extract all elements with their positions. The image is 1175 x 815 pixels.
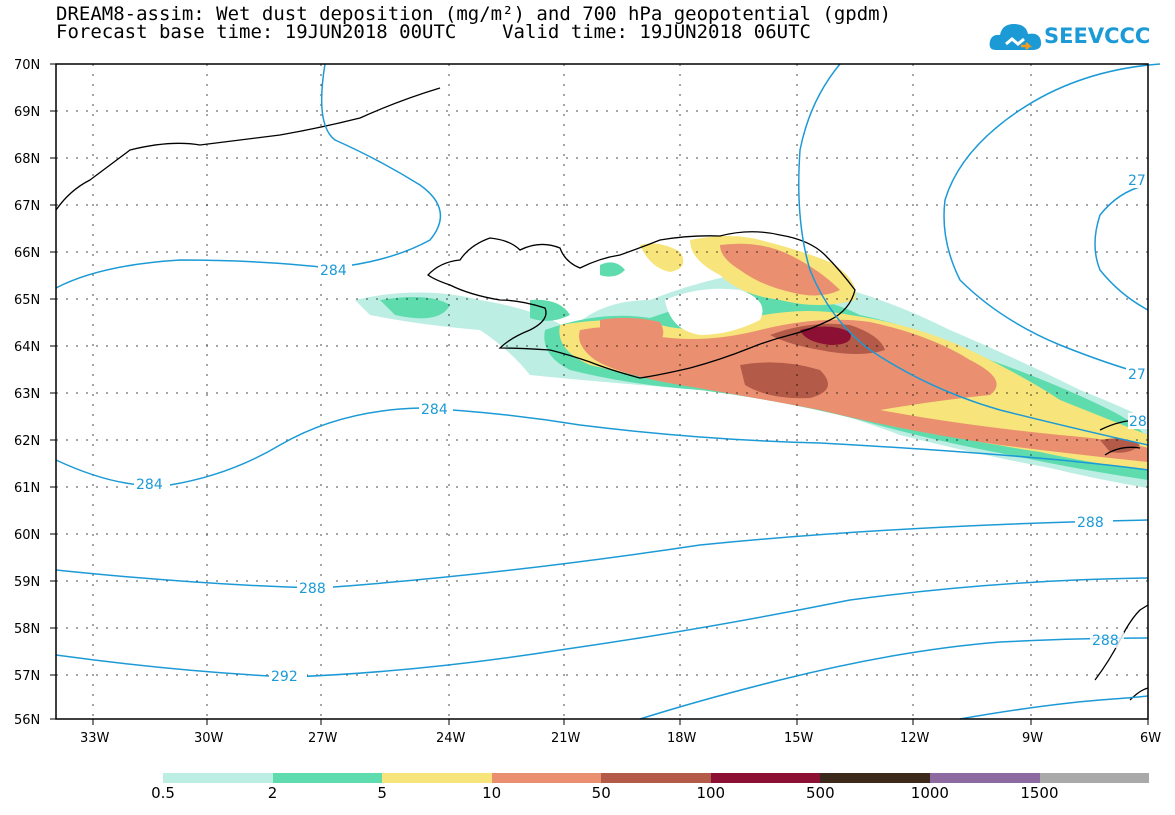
color-legend (163, 773, 1150, 783)
axis-ticks (50, 63, 1149, 725)
contour-label: 27 (1128, 367, 1146, 383)
legend-label: 0.5 (151, 784, 175, 802)
legend-label: 1500 (1020, 784, 1059, 802)
lon-label: 6W (1140, 731, 1161, 746)
graticule (56, 64, 1148, 719)
dust-deposition-field (355, 236, 1148, 488)
contour-label: 284 (136, 477, 163, 493)
lat-label: 64N (14, 340, 40, 355)
coastline (55, 87, 1149, 701)
lat-label: 58N (14, 622, 40, 637)
lon-label: 18W (667, 731, 697, 746)
legend-swatch (929, 773, 1040, 783)
legend-label: 500 (806, 784, 835, 802)
legend-label: 50 (591, 784, 611, 802)
lon-label: 33W (80, 731, 110, 746)
lon-label: 24W (436, 731, 466, 746)
logo-text: SEEVCCC (1044, 24, 1151, 48)
contour-label: 288 (299, 581, 326, 597)
lon-label: 15W (784, 731, 814, 746)
geopotential-contours (55, 63, 1161, 720)
cloud-icon (989, 24, 1042, 50)
contour-label: 288 (1077, 515, 1104, 531)
longitude-labels: 33W 30W 27W 24W 21W 18W 15W 12W 9W 6W (80, 731, 1161, 746)
lat-label: 60N (14, 528, 40, 543)
latitude-labels: 70N 69N 68N 67N 66N 65N 64N 63N 62N 61N … (14, 58, 40, 728)
lat-label: 61N (14, 481, 40, 496)
legend-label: 10 (482, 784, 502, 802)
map-subtitle: Forecast base time: 19JUN2018 00UTC Vali… (56, 21, 811, 43)
contour-labels: 284 284 284 288 288 292 27 27 28 288 (134, 172, 1148, 685)
legend-swatch (272, 773, 383, 783)
lat-label: 70N (14, 58, 40, 73)
map-title: DREAM8-assim: Wet dust deposition (mg/m²… (56, 3, 892, 25)
lat-label: 63N (14, 387, 40, 402)
lat-label: 67N (14, 199, 40, 214)
map-frame (55, 63, 1149, 720)
contour-label: 284 (421, 402, 448, 418)
lat-label: 59N (14, 575, 40, 590)
contour-label: 288 (1092, 633, 1119, 649)
lat-label: 68N (14, 152, 40, 167)
seevccc-logo: SEEVCCC (988, 14, 1150, 58)
lon-label: 12W (900, 731, 930, 746)
lon-label: 30W (194, 731, 224, 746)
lat-label: 56N (14, 713, 40, 728)
legend-swatch (601, 773, 711, 783)
lat-label: 65N (14, 293, 40, 308)
lon-label: 27W (308, 731, 338, 746)
legend-label: 2 (267, 784, 278, 802)
legend-swatch (382, 773, 492, 783)
lon-label: 21W (551, 731, 581, 746)
legend-swatch (163, 773, 273, 783)
contour-label: 292 (271, 669, 298, 685)
contour-label: 27 (1128, 173, 1146, 189)
lat-label: 57N (14, 669, 40, 684)
contour-label: 284 (320, 263, 347, 279)
legend-label: 5 (377, 784, 387, 802)
lat-label: 69N (14, 105, 40, 120)
lon-label: 9W (1022, 731, 1043, 746)
legend-label: 1000 (910, 784, 949, 802)
lat-label: 62N (14, 434, 40, 449)
legend-swatch (1039, 773, 1150, 783)
legend-label: 100 (696, 784, 726, 802)
lat-label: 66N (14, 246, 40, 261)
contour-label: 28 (1129, 414, 1147, 430)
legend-swatch (710, 773, 821, 783)
legend-swatch (820, 773, 930, 783)
legend-swatch (491, 773, 602, 783)
